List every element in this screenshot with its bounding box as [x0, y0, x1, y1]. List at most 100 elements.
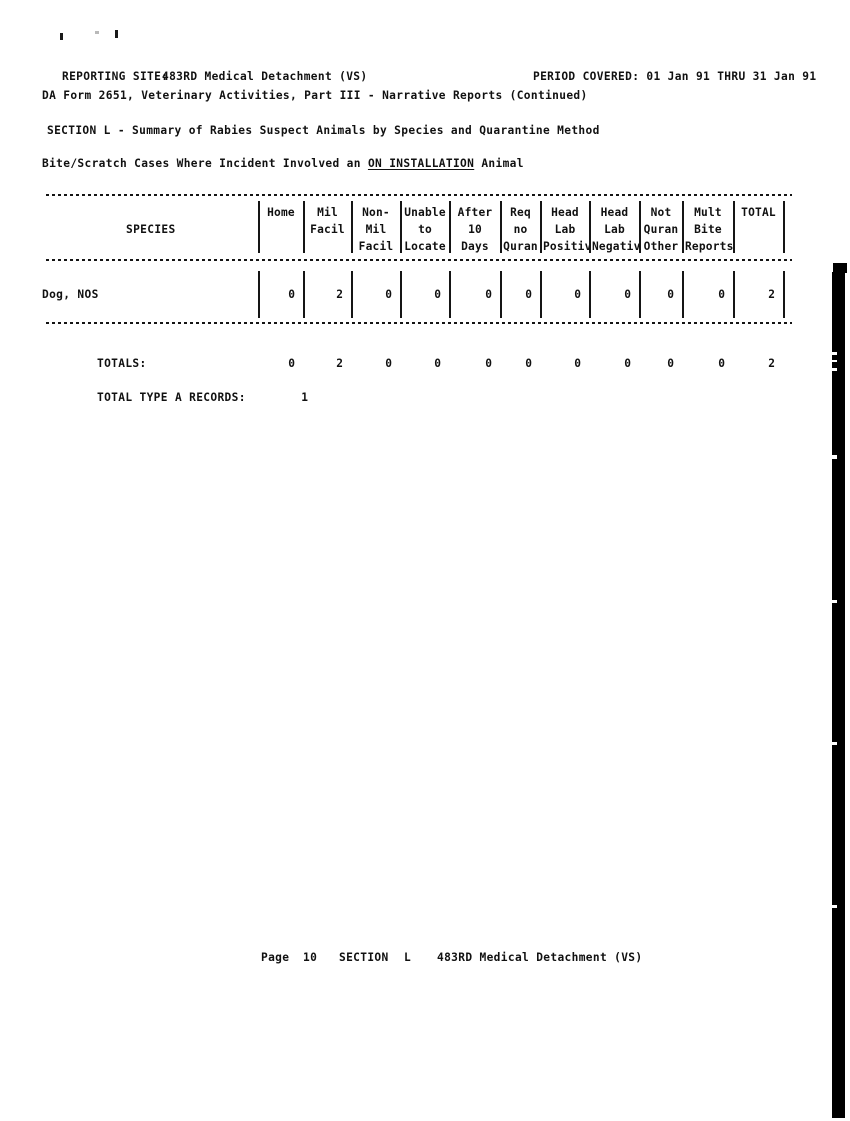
table-cell-value: 0	[434, 288, 441, 301]
column-separator	[449, 271, 451, 318]
column-header-cell: Quran	[503, 240, 538, 253]
column-header-cell: Negativ	[592, 240, 641, 253]
column-header-cell: Bite	[694, 223, 722, 236]
column-separator	[258, 271, 260, 318]
column-header-cell: TOTAL	[741, 206, 776, 219]
column-header-cell: to	[418, 223, 432, 236]
totals-label: TOTALS:	[97, 357, 147, 370]
column-separator	[500, 271, 502, 318]
reporting-site-value: 483RD Medical Detachment (VS)	[162, 70, 368, 83]
column-separator	[500, 201, 502, 253]
column-separator	[258, 201, 260, 253]
column-header-cell: After	[457, 206, 493, 219]
scan-edge-nick	[832, 368, 837, 371]
totals-cell-value: 0	[718, 357, 725, 370]
scan-artifact-speck	[115, 30, 118, 38]
column-header-cell: Non-	[362, 206, 390, 219]
scan-edge-tab	[833, 263, 847, 273]
column-separator	[400, 271, 402, 318]
column-header-cell: Req	[510, 206, 531, 219]
column-header-cell: Locate	[404, 240, 446, 253]
column-header-cell: Facil	[310, 223, 345, 236]
column-separator	[589, 271, 591, 318]
subheading-emphasis: ON INSTALLATION	[367, 157, 475, 170]
column-header-cell: Days	[461, 240, 489, 253]
scan-edge-bar	[832, 272, 845, 1118]
column-header-cell: 10	[468, 223, 482, 236]
table-cell-value: 2	[336, 288, 343, 301]
column-header-cell: Mult	[694, 206, 722, 219]
table-row-label: Dog, NOS	[42, 288, 99, 301]
column-header-cell: Reports	[685, 240, 734, 253]
reporting-site-label: REPORTING SITE:	[62, 70, 169, 83]
table-cell-value: 0	[385, 288, 392, 301]
column-separator	[540, 201, 542, 253]
table-top-rule	[46, 194, 792, 196]
column-separator	[540, 271, 542, 318]
column-header-cell: Home	[267, 206, 295, 219]
column-separator	[639, 271, 641, 318]
table-cell-value: 0	[718, 288, 725, 301]
column-separator	[733, 271, 735, 318]
column-header-cell: Mil	[317, 206, 338, 219]
column-header-cell: Lab	[604, 223, 625, 236]
column-header-cell: Head	[551, 206, 579, 219]
column-header-cell: Quran	[643, 223, 679, 236]
scan-artifact-speck	[60, 33, 63, 40]
scan-edge-nick	[832, 600, 837, 603]
footer-page-number: 10	[303, 951, 318, 964]
subheading-suffix: Animal	[474, 157, 524, 170]
total-type-a-label: TOTAL TYPE A RECORDS:	[97, 391, 246, 404]
scan-edge-nick	[832, 352, 837, 355]
totals-cell-value: 2	[336, 357, 343, 370]
column-separator	[733, 201, 735, 253]
totals-cell-value: 0	[434, 357, 441, 370]
column-separator	[783, 271, 785, 318]
column-header-cell: Mil	[365, 223, 387, 236]
column-separator	[639, 201, 641, 253]
table-header-rule	[46, 259, 792, 261]
totals-cell-value: 0	[624, 357, 631, 370]
column-header-cell: Lab	[554, 223, 576, 236]
column-header-cell: no	[513, 223, 528, 236]
scan-edge-nick	[832, 905, 837, 908]
column-header-cell: Not	[650, 206, 672, 219]
footer-site: 483RD Medical Detachment (VS)	[437, 951, 643, 964]
column-separator	[783, 201, 785, 253]
scan-edge-nick	[832, 360, 837, 362]
column-separator	[682, 201, 684, 253]
scan-artifact-speck	[95, 31, 99, 34]
column-header-cell: Head	[600, 206, 629, 219]
totals-cell-value: 0	[667, 357, 674, 370]
table-cell-value: 0	[525, 288, 532, 301]
column-header-cell: Other	[643, 240, 679, 253]
column-header-cell: Unable	[404, 206, 446, 219]
table-cell-value: 0	[574, 288, 581, 301]
species-column-header: SPECIES	[126, 223, 176, 236]
totals-cell-value: 0	[525, 357, 532, 370]
totals-cell-value: 0	[288, 357, 295, 370]
table-cell-value: 0	[624, 288, 631, 301]
table-cell-value: 2	[768, 288, 775, 301]
column-separator	[449, 201, 451, 253]
subheading: Bite/Scratch Cases Where Incident Involv…	[42, 157, 524, 170]
column-separator	[400, 201, 402, 253]
column-separator	[303, 201, 305, 253]
table-bottom-rule	[46, 322, 792, 324]
scan-edge-nick	[832, 742, 837, 745]
table-cell-value: 0	[667, 288, 674, 301]
scan-edge-nick	[832, 455, 837, 459]
column-separator	[351, 271, 353, 318]
totals-cell-value: 2	[768, 357, 775, 370]
table-cell-value: 0	[485, 288, 492, 301]
section-heading: SECTION L - Summary of Rabies Suspect An…	[47, 124, 600, 137]
column-separator	[682, 271, 684, 318]
table-cell-value: 0	[288, 288, 295, 301]
footer-section-letter: L	[404, 951, 412, 964]
totals-cell-value: 0	[574, 357, 581, 370]
column-separator	[351, 201, 353, 253]
subheading-prefix: Bite/Scratch Cases Where Incident Involv…	[42, 157, 368, 170]
totals-cell-value: 0	[385, 357, 392, 370]
total-type-a-value: 1	[301, 391, 308, 404]
